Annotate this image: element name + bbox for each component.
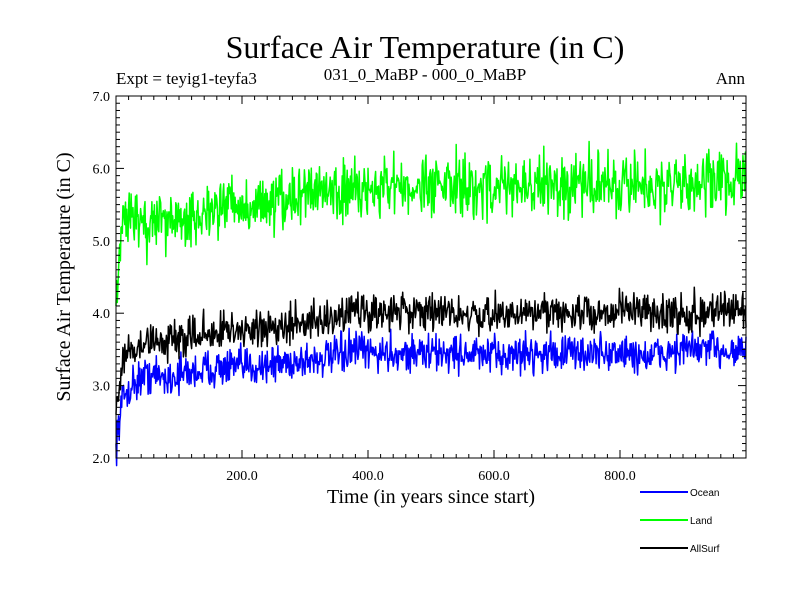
y-tick-label: 2.0	[93, 452, 111, 467]
y-tick-label: 3.0	[93, 380, 111, 395]
y-tick-label: 6.0	[93, 162, 111, 177]
x-axis-label: Time (in years since start)	[327, 486, 535, 508]
subtitle-right: Ann	[716, 69, 746, 88]
x-tick-label: 800.0	[604, 469, 636, 484]
subtitle-left: Expt = teyig1-teyfa3	[116, 69, 257, 88]
legend-label-ocean: Ocean	[690, 488, 719, 499]
y-tick-label: 5.0	[93, 235, 111, 250]
y-axis-label: Surface Air Temperature (in C)	[53, 152, 75, 401]
series-layer	[115, 140, 747, 467]
subtitle-center: 031_0_MaBP - 000_0_MaBP	[324, 65, 526, 84]
chart-title: Surface Air Temperature (in C)	[226, 29, 625, 65]
x-tick-label: 600.0	[478, 469, 510, 484]
series-line-land	[115, 140, 747, 307]
series-line-ocean	[115, 327, 747, 467]
y-tick-label: 7.0	[93, 90, 111, 105]
plot-frame	[115, 95, 747, 459]
y-tick-label: 4.0	[93, 307, 111, 322]
ticks-layer: 200.0 400.0 600.0 800.0 2.0 3.0 4.0 5.0 6.0 7.0	[93, 90, 746, 484]
legend-label-land: Land	[690, 516, 712, 527]
x-tick-label: 400.0	[352, 469, 384, 484]
legend-label-allsurf: AllSurf	[690, 544, 720, 555]
x-tick-label: 200.0	[226, 469, 258, 484]
series-line-allsurf	[115, 286, 747, 415]
legend: Ocean Land AllSurf	[640, 488, 720, 555]
